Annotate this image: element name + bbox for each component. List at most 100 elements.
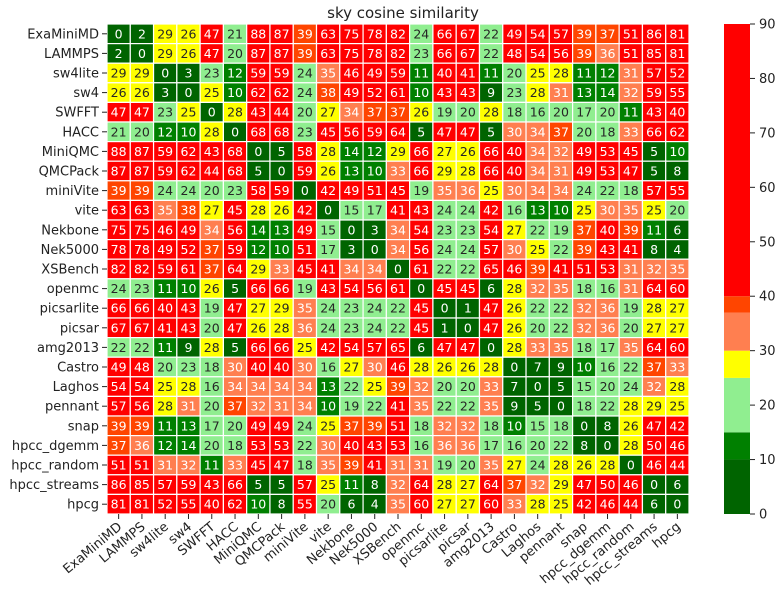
cell-value-label: 40: [157, 301, 173, 316]
cell-value-label: 59: [157, 262, 173, 277]
cell-value-label: 16: [506, 203, 522, 218]
cell-value-label: 31: [390, 458, 406, 473]
cell-value-label: 26: [460, 144, 476, 159]
colorbar: 0 10 20 30 40 50 60 70 80 90: [724, 18, 776, 523]
cell-value-label: 23: [181, 360, 197, 375]
cell-value-label: 27: [646, 320, 662, 335]
row-label: ExaMiniMD: [27, 27, 99, 42]
cell-value-label: 22: [553, 320, 569, 335]
cell-value-label: 5: [534, 399, 542, 414]
cell-value-label: 22: [437, 262, 453, 277]
cell-value-label: 33: [669, 360, 685, 375]
cell-value-label: 48: [506, 46, 522, 61]
cell-value-label: 34: [227, 379, 243, 394]
cell-value-label: 35: [413, 399, 429, 414]
cell-value-label: 59: [181, 477, 197, 492]
colorbar-tick-label: 50: [759, 235, 776, 250]
cell-value-label: 63: [111, 203, 127, 218]
cell-value-label: 87: [250, 46, 266, 61]
cell-value-label: 36: [437, 438, 453, 453]
cell-value-label: 18: [506, 105, 522, 120]
cell-value-label: 20: [600, 379, 616, 394]
cell-value-label: 36: [460, 183, 476, 198]
cell-value-label: 20: [600, 105, 616, 120]
cell-value-label: 26: [320, 164, 336, 179]
cell-value-label: 37: [111, 438, 127, 453]
cell-value-label: 56: [413, 242, 429, 257]
cell-value-label: 24: [297, 418, 313, 433]
colorbar-band: [724, 377, 750, 433]
cell-value-label: 9: [185, 340, 193, 355]
cell-value-label: 32: [553, 144, 569, 159]
cell-value-label: 47: [623, 164, 639, 179]
cell-value-label: 18: [297, 458, 313, 473]
cell-value-label: 45: [413, 301, 429, 316]
chart-title: sky cosine similarity: [327, 4, 479, 22]
cell-value-label: 33: [274, 262, 290, 277]
cell-value-label: 32: [576, 320, 592, 335]
cell-value-label: 18: [576, 281, 592, 296]
cell-value-label: 8: [371, 477, 379, 492]
cell-value-label: 62: [181, 164, 197, 179]
cell-value-label: 22: [367, 399, 383, 414]
cell-value-label: 35: [320, 66, 336, 81]
cell-value-label: 5: [278, 477, 286, 492]
cell-value-label: 59: [367, 124, 383, 139]
cell-value-label: 67: [460, 26, 476, 41]
cell-value-label: 25: [297, 340, 313, 355]
cell-value-label: 46: [506, 262, 522, 277]
cell-value-label: 78: [134, 242, 150, 257]
row-label: sw4lite: [53, 67, 99, 82]
cell-value-label: 10: [506, 418, 522, 433]
cell-value-label: 46: [157, 222, 173, 237]
cell-value-label: 17: [576, 105, 592, 120]
cell-value-label: 26: [506, 301, 522, 316]
cell-value-label: 24: [460, 203, 476, 218]
cell-value-label: 37: [227, 399, 243, 414]
cell-value-label: 40: [204, 497, 220, 512]
cell-value-label: 18: [576, 399, 592, 414]
cell-value-label: 0: [371, 242, 379, 257]
cell-value-label: 49: [181, 222, 197, 237]
cell-value-label: 20: [227, 418, 243, 433]
cell-value-label: 27: [320, 105, 336, 120]
cell-value-label: 0: [161, 66, 169, 81]
cell-value-label: 26: [181, 26, 197, 41]
cell-value-label: 29: [134, 66, 150, 81]
cell-value-label: 0: [604, 438, 612, 453]
cell-value-label: 47: [576, 477, 592, 492]
cell-value-label: 45: [460, 281, 476, 296]
cell-value-label: 81: [134, 497, 150, 512]
colorbar-tick-label: 10: [759, 453, 776, 468]
cell-value-label: 55: [181, 497, 197, 512]
cell-value-label: 0: [231, 124, 239, 139]
cell-value-label: 42: [483, 203, 499, 218]
cell-value-label: 37: [600, 26, 616, 41]
cell-value-label: 34: [297, 379, 313, 394]
cell-value-label: 28: [553, 458, 569, 473]
cell-value-label: 16: [530, 105, 546, 120]
cell-value-label: 43: [413, 203, 429, 218]
cell-value-label: 20: [553, 105, 569, 120]
cell-value-label: 22: [460, 262, 476, 277]
cell-value-label: 24: [460, 242, 476, 257]
cell-value-label: 27: [506, 458, 522, 473]
cell-value-label: 59: [297, 164, 313, 179]
cell-value-label: 64: [227, 262, 243, 277]
cell-value-label: 11: [646, 222, 662, 237]
cell-value-label: 65: [390, 340, 406, 355]
cell-value-label: 43: [181, 320, 197, 335]
cell-value-label: 53: [274, 438, 290, 453]
cell-value-label: 32: [623, 85, 639, 100]
cell-value-label: 23: [343, 301, 359, 316]
colorbar-tick-label: 60: [759, 181, 776, 196]
row-label: snap: [68, 419, 99, 434]
cell-value-label: 21: [227, 26, 243, 41]
cell-value-label: 58: [297, 144, 313, 159]
cell-value-label: 62: [181, 144, 197, 159]
cell-value-label: 55: [669, 183, 685, 198]
cell-value-label: 23: [134, 281, 150, 296]
cell-value-label: 66: [274, 340, 290, 355]
cell-value-label: 29: [274, 301, 290, 316]
cell-value-label: 55: [297, 497, 313, 512]
